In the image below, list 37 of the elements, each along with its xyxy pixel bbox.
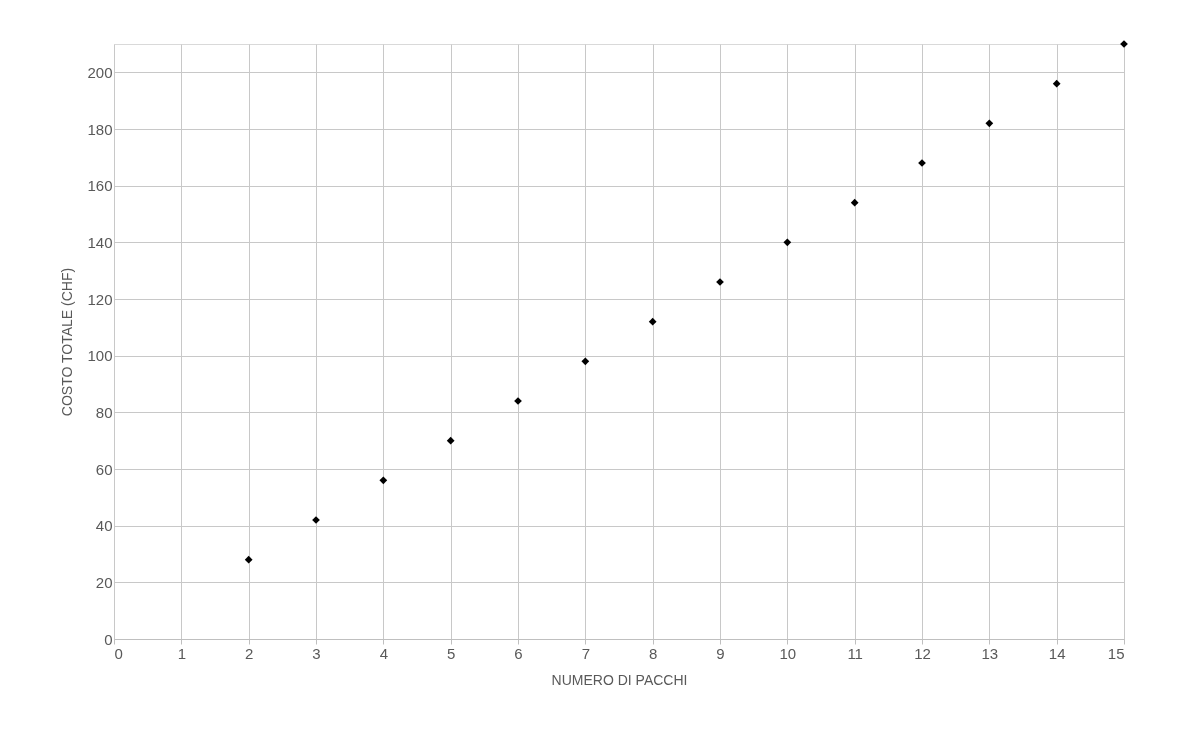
point [985, 119, 994, 128]
x-tick-label: 14 [1048, 644, 1066, 662]
y-tick-label: 120 [87, 290, 113, 308]
point [446, 436, 455, 445]
point [783, 238, 792, 247]
x-axis-title: NUMERO DI PACCHI [551, 671, 688, 688]
x-tick-label: 1 [177, 644, 187, 662]
x-tick-label: 3 [312, 644, 321, 662]
point [648, 317, 657, 326]
x-tick-label: 12 [914, 644, 931, 662]
y-tick-label: 60 [95, 460, 113, 478]
x-tick-label: 10 [779, 644, 797, 662]
point [850, 198, 859, 207]
y-tick-label: 140 [87, 233, 113, 251]
x-tick-label: 7 [581, 644, 591, 662]
y-axis-title: COSTO TOTALE (CHF) [59, 267, 76, 417]
point [379, 476, 388, 485]
y-tick-label: 0 [104, 630, 113, 648]
x-tick-label: 13 [981, 644, 999, 662]
y-tick-label: 40 [95, 517, 113, 535]
point [1052, 79, 1061, 88]
y-tick-label: 200 [87, 63, 113, 81]
y-tick-label: 160 [87, 177, 113, 195]
x-tick-label: 5 [446, 644, 456, 662]
point [581, 357, 590, 366]
point [244, 555, 253, 564]
x-tick-label: 2 [244, 644, 254, 662]
x-tick-label: 11 [847, 644, 863, 662]
x-tick-label: 8 [648, 644, 658, 662]
x-tick-label: 15 [1107, 644, 1125, 662]
x-tick-label: 9 [716, 644, 725, 662]
x-tick-label: 6 [514, 644, 523, 662]
y-tick-label: 180 [87, 120, 113, 138]
y-tick-label: 100 [87, 347, 113, 365]
y-tick-label: 20 [95, 573, 113, 591]
y-tick-label: 80 [95, 403, 113, 421]
x-tick-label: 4 [379, 644, 389, 662]
